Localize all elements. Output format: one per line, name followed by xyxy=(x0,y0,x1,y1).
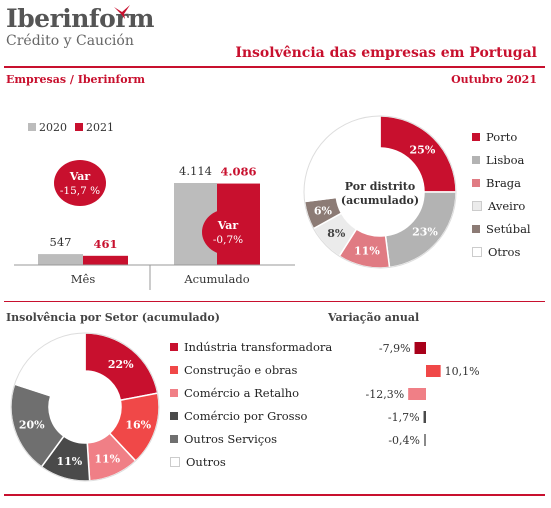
legend-swatch xyxy=(472,133,480,141)
variation-section-title: Variação anual xyxy=(328,311,420,324)
sector-legend-item-industria-transformadora: Indústria transformadora xyxy=(170,340,332,354)
source-label: Empresas / Iberinform xyxy=(6,73,146,86)
section-divider xyxy=(4,301,545,302)
district-legend-item-braga: Braga xyxy=(472,176,521,190)
legend-swatch-2020 xyxy=(28,123,36,131)
legend-label: Outros xyxy=(186,455,226,469)
district-label-setubal: 6% xyxy=(314,205,333,218)
sector-donut-chart: 22% 16% 11% 11% 20% xyxy=(10,332,160,482)
variation-bar-chart: -7,9% 10,1% -12,3% -1,7% -0,4% xyxy=(365,342,480,447)
district-outline xyxy=(303,115,457,269)
legend-swatch xyxy=(170,366,178,374)
legend-swatch xyxy=(472,247,482,257)
sector-legend-item-outros: Outros xyxy=(170,455,226,469)
legend-label: Aveiro xyxy=(488,199,526,213)
value-label-2020-acumulado: 4.114 xyxy=(179,164,212,178)
variation-bar-industria-transformadora xyxy=(414,342,426,354)
district-label-aveiro: 8% xyxy=(327,227,346,240)
value-label-2021-mes: 461 xyxy=(93,237,117,251)
sector-label-comercio-a-retalho: 11% xyxy=(94,452,120,465)
var-bubble-mes xyxy=(54,160,106,206)
sector-label-outros-servicos: 20% xyxy=(19,418,45,431)
legend-label: Braga xyxy=(486,176,522,190)
legend-swatch xyxy=(170,389,178,397)
district-label-porto: 25% xyxy=(410,144,436,157)
legend-swatch xyxy=(170,412,178,420)
sector-label-comercio-por-grosso: 11% xyxy=(56,455,82,468)
legend-label: Setúbal xyxy=(486,222,531,236)
variation-bar-comercio-a-retalho xyxy=(408,388,426,400)
var-title-acumulado: Var xyxy=(217,219,239,232)
legend-swatch-2021 xyxy=(75,123,83,131)
logo-subtitle: Crédito y Caución xyxy=(6,33,134,49)
footer-divider xyxy=(4,494,545,496)
legend-label-2021: 2021 xyxy=(86,121,114,134)
value-label-2021-acumulado: 4.086 xyxy=(220,165,256,179)
district-legend-item-otros: Otros xyxy=(472,245,520,259)
sector-legend-item-comercio-a-retalho: Comércio a Retalho xyxy=(170,386,299,400)
category-label-mes: Mês xyxy=(71,272,96,286)
legend-label: Porto xyxy=(486,130,518,144)
logo-bird-icon xyxy=(114,5,130,19)
district-legend-item-setubal: Setúbal xyxy=(472,222,531,236)
value-label-2020-mes: 547 xyxy=(50,235,72,249)
legend-label: Indústria transformadora xyxy=(184,340,333,354)
sector-legend-item-outros-servicos: Outros Serviços xyxy=(170,432,277,446)
district-legend-item-aveiro: Aveiro xyxy=(472,199,525,213)
header-divider xyxy=(4,66,545,68)
legend-label: Construção e obras xyxy=(184,363,298,377)
variation-label-comercio-por-grosso: -1,7% xyxy=(388,411,420,424)
district-legend-item-porto: Porto xyxy=(472,130,517,144)
legend-swatch xyxy=(472,201,482,211)
page-title: Insolvência das empresas em Portugal xyxy=(235,45,537,61)
sector-legend-item-comercio-por-grosso: Comércio por Grosso xyxy=(170,409,307,423)
variation-bar-outros-servicos xyxy=(424,434,426,446)
district-label-lisboa: 23% xyxy=(412,226,438,239)
legend-swatch xyxy=(170,435,178,443)
legend-label: Outros Serviços xyxy=(184,432,278,446)
var-bubble-acumulado xyxy=(202,209,254,255)
variation-bar-comercio-por-grosso xyxy=(423,411,426,423)
sector-legend-item-construcao-e-obras: Construção e obras xyxy=(170,363,297,377)
legend-label-2020: 2020 xyxy=(39,121,67,134)
legend-label: Comércio a Retalho xyxy=(184,386,300,400)
district-donut-chart: 25% 23% 11% 8% 6% Por distrito(acumulado) xyxy=(303,115,457,269)
legend-label: Otros xyxy=(488,245,521,259)
legend-label: Comércio por Grosso xyxy=(184,409,308,423)
sector-outline xyxy=(10,332,160,482)
var-title-mes: Var xyxy=(69,170,91,183)
legend-swatch xyxy=(170,343,178,351)
var-value-acumulado: -0,7% xyxy=(213,234,243,246)
legend-swatch xyxy=(472,156,480,164)
bar-2020-mes xyxy=(38,254,83,265)
variation-label-construcao-e-obras: 10,1% xyxy=(445,365,480,378)
variation-label-outros-servicos: -0,4% xyxy=(388,434,420,447)
date-label: Outubro 2021 xyxy=(451,73,537,86)
legend-swatch xyxy=(170,457,180,467)
variation-bar-construcao-e-obras xyxy=(426,365,441,377)
district-legend-item-lisboa: Lisboa xyxy=(472,153,524,167)
legend-swatch xyxy=(472,225,480,233)
var-value-mes: -15,7 % xyxy=(60,185,100,197)
sector-label-industria-transformadora: 22% xyxy=(108,358,134,371)
legend-label: Lisboa xyxy=(486,153,525,167)
sector-section-title: Insolvência por Setor (acumulado) xyxy=(6,311,220,324)
district-center-line1: Por distrito xyxy=(345,180,415,193)
bar-2021-mes xyxy=(83,255,128,265)
district-center-line2: (acumulado) xyxy=(341,194,419,207)
category-label-acumulado: Acumulado xyxy=(183,272,249,286)
legend-swatch xyxy=(472,179,480,187)
sector-label-construcao-e-obras: 16% xyxy=(125,418,151,431)
variation-label-comercio-a-retalho: -12,3% xyxy=(365,388,404,401)
bar-chart-mes-acumulado: 2020 2021 547 461 Mês 4.114 4.086 Acumulado Var -… xyxy=(14,121,295,290)
district-label-braga: 11% xyxy=(354,245,380,258)
variation-label-industria-transformadora: -7,9% xyxy=(379,342,411,355)
logo-text: Iberinform xyxy=(6,4,154,33)
